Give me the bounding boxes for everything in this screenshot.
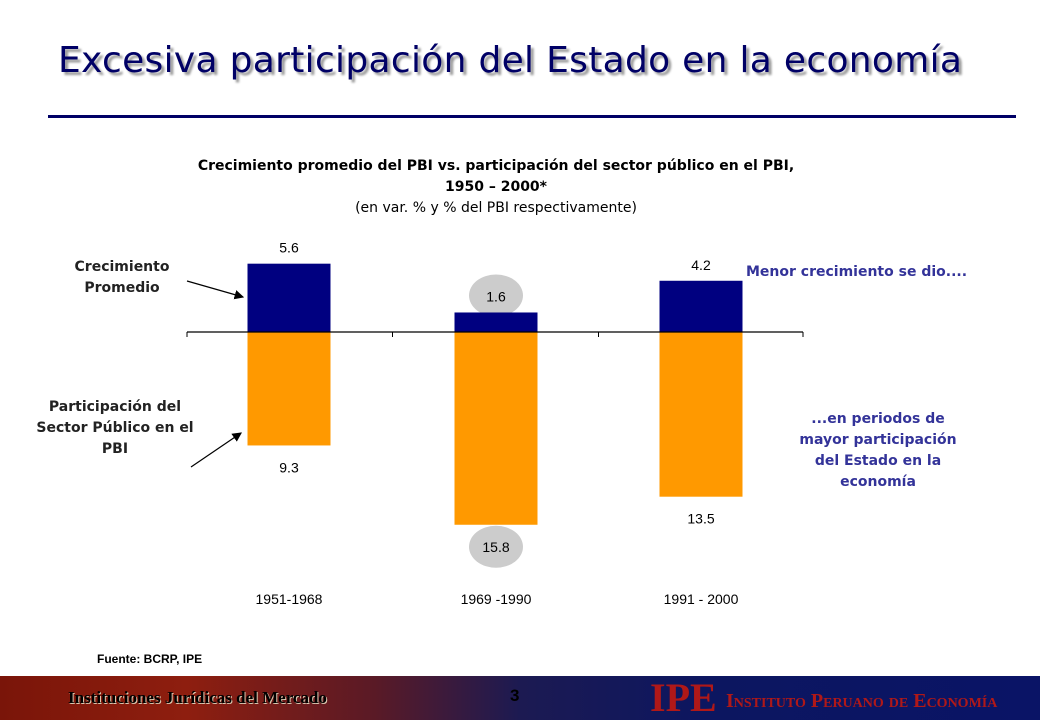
source-note: Fuente: BCRP, IPE: [97, 652, 203, 666]
bar-growth-2: [454, 312, 538, 332]
bar-growth-1: [247, 263, 331, 332]
value-label-growth-1: 5.6: [279, 240, 299, 256]
chart-title-block: Crecimiento promedio del PBI vs. partici…: [196, 156, 796, 219]
slide-title: Excesiva participación del Estado en la …: [58, 40, 963, 81]
participation-label: Participación del Sector Público en el P…: [36, 399, 194, 457]
footer-left-text: Instituciones Jurídicas del Mercado: [68, 688, 327, 707]
highlight-circle-participation-2: [469, 525, 523, 568]
note-bottom: ...en periodos de mayor participación de…: [799, 411, 957, 490]
chart-subtitle: (en var. % y % del PBI respectivamente): [355, 200, 637, 216]
bar-growth-3: [659, 280, 743, 332]
value-label-growth-2: 1.6: [486, 288, 506, 304]
growth-label: Crecimiento Promedio: [74, 259, 170, 296]
ipe-logo-text: Instituto Peruano de Economía: [726, 690, 998, 712]
value-label-growth-3: 4.2: [691, 257, 711, 273]
category-label-3: 1991 - 2000: [664, 591, 739, 607]
bar-chart: 5.6 9.3 1.6 15.8 4.2 13.5 1951-1968 1969 -1990…: [186, 240, 804, 607]
bar-participation-1: [247, 332, 331, 446]
category-label-2: 1969 -1990: [461, 591, 532, 607]
page-number: 3: [510, 686, 520, 705]
value-label-participation-1: 9.3: [279, 459, 299, 475]
value-label-participation-2: 15.8: [482, 539, 509, 555]
ipe-logo-mark: IPE: [650, 675, 717, 720]
participation-pointer-arrow: [190, 432, 242, 468]
note-top: Menor crecimiento se dio....: [746, 264, 968, 280]
footer-bar: Instituciones Jurídicas del Mercado 3 IP…: [0, 676, 1040, 720]
growth-pointer-arrow: [186, 280, 245, 300]
title-rule: [48, 115, 1016, 118]
category-label-1: 1951-1968: [256, 591, 323, 607]
bar-participation-2: [454, 332, 538, 525]
highlight-circle-growth-2: [469, 274, 523, 317]
value-label-participation-3: 13.5: [687, 511, 714, 527]
bar-participation-3: [659, 332, 743, 497]
chart-title: Crecimiento promedio del PBI vs. partici…: [197, 158, 795, 195]
